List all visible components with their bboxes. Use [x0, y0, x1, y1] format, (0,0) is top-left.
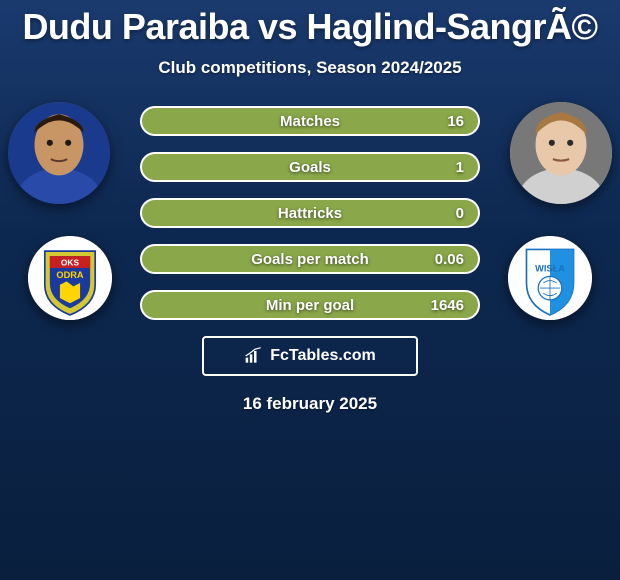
- watermark-text: FcTables.com: [270, 347, 376, 365]
- stat-row: Goals 1: [140, 152, 480, 182]
- page-title: Dudu Paraiba vs Haglind-SangrÃ©: [0, 6, 620, 48]
- svg-text:ODRA: ODRA: [56, 270, 84, 280]
- stat-label: Hattricks: [278, 205, 342, 222]
- stat-value: 1: [456, 159, 464, 176]
- stat-value: 0.06: [435, 251, 464, 268]
- watermark: FcTables.com: [202, 336, 418, 376]
- stat-row: Matches 16: [140, 106, 480, 136]
- subtitle: Club competitions, Season 2024/2025: [0, 58, 620, 78]
- stat-row: Hattricks 0: [140, 198, 480, 228]
- stat-label: Goals: [289, 159, 331, 176]
- club-left-badge: OKS ODRA: [28, 236, 112, 320]
- stats-bars: Matches 16 Goals 1 Hattricks 0 Goals per…: [140, 106, 480, 320]
- svg-text:WISŁA: WISŁA: [535, 263, 565, 273]
- stat-value: 0: [456, 205, 464, 222]
- club-right-badge: WISŁA: [508, 236, 592, 320]
- player-right-avatar: [510, 102, 612, 204]
- stat-label: Min per goal: [266, 297, 354, 314]
- stat-row: Min per goal 1646: [140, 290, 480, 320]
- stat-value: 16: [447, 113, 464, 130]
- content: OKS ODRA WISŁA Matches 16 Goals 1 Hattri…: [0, 106, 620, 414]
- player-left-avatar: [8, 102, 110, 204]
- stat-label: Goals per match: [251, 251, 369, 268]
- stat-value: 1646: [431, 297, 464, 314]
- svg-text:OKS: OKS: [61, 257, 80, 267]
- chart-icon: [244, 347, 264, 365]
- header: Dudu Paraiba vs Haglind-SangrÃ© Club com…: [0, 0, 620, 78]
- stat-row: Goals per match 0.06: [140, 244, 480, 274]
- stat-label: Matches: [280, 113, 340, 130]
- date: 16 february 2025: [0, 394, 620, 414]
